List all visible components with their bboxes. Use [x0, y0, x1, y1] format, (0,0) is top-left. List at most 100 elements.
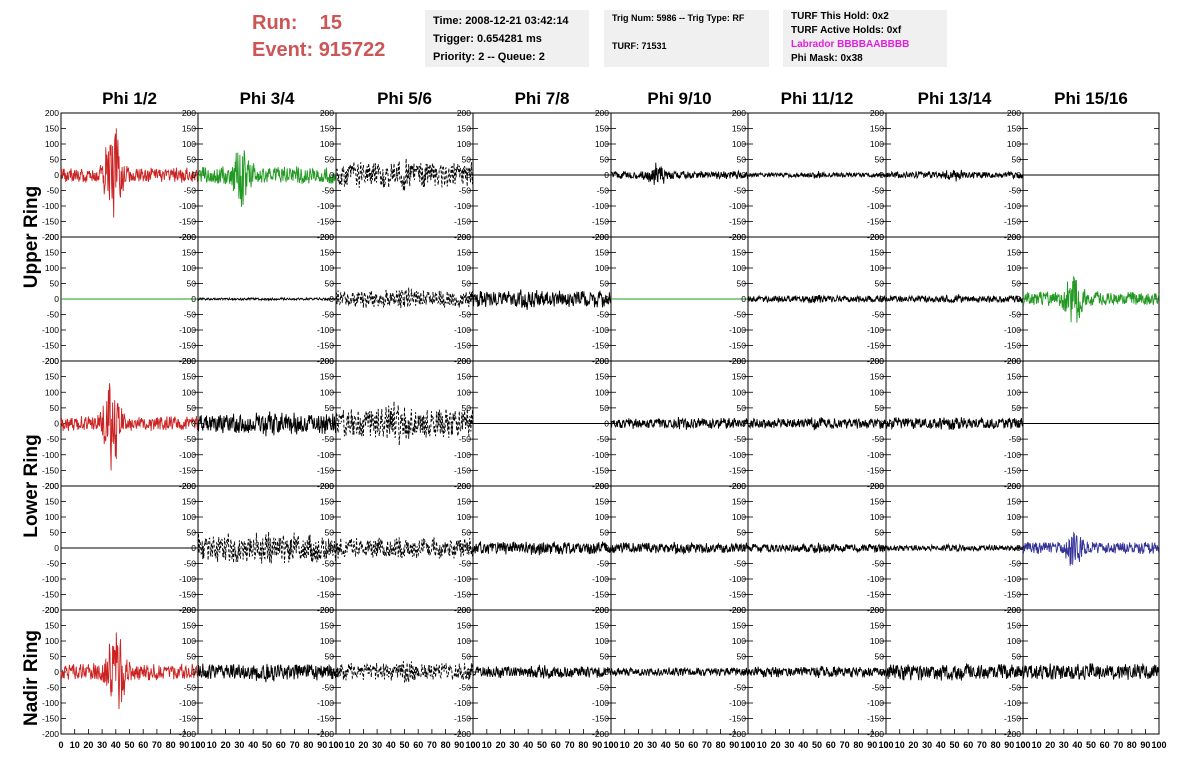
y-tick-label: 150: [320, 248, 334, 258]
y-tick-label: 100: [45, 139, 59, 149]
y-tick-label: 200: [1007, 356, 1021, 366]
y-tick-label: 200: [45, 356, 59, 366]
x-tick-label: 30: [372, 740, 382, 750]
y-tick-label: -100: [317, 201, 334, 211]
y-tick-label: 50: [187, 528, 197, 538]
x-tick-label: 40: [1072, 740, 1082, 750]
y-tick-label: -50: [322, 434, 335, 444]
x-tick-label: 60: [963, 740, 973, 750]
x-tick-label: 0: [195, 740, 200, 750]
y-tick-label: -50: [1009, 310, 1022, 320]
y-tick-label: 50: [50, 403, 60, 413]
y-tick-label: 100: [595, 139, 609, 149]
y-tick-label: 150: [595, 497, 609, 507]
y-tick-label: -200: [42, 232, 59, 242]
x-tick-label: 100: [878, 740, 893, 750]
y-tick-label: 0: [329, 170, 334, 180]
y-tick-label: 50: [875, 652, 885, 662]
x-tick-label: 80: [1127, 740, 1137, 750]
y-tick-label: -100: [867, 450, 884, 460]
y-tick-label: 100: [732, 512, 746, 522]
x-tick-label: 70: [1113, 740, 1123, 750]
y-tick-label: 100: [870, 512, 884, 522]
turf-this-hold-text: TURF This Hold: 0x2: [791, 11, 889, 22]
y-tick-label: 100: [1007, 636, 1021, 646]
y-tick-label: 0: [191, 543, 196, 553]
y-tick-label: 200: [45, 605, 59, 615]
y-tick-label: -150: [179, 341, 196, 351]
y-tick-label: 150: [45, 248, 59, 258]
y-tick-label: 200: [320, 108, 334, 118]
y-tick-label: 0: [191, 419, 196, 429]
y-tick-label: 100: [45, 263, 59, 273]
y-tick-label: -150: [729, 465, 746, 475]
waveform-trace: [1022, 275, 1160, 323]
y-tick-label: 100: [1007, 139, 1021, 149]
x-tick-label: 50: [262, 740, 272, 750]
y-tick-label: 0: [604, 170, 609, 180]
y-tick-label: 150: [457, 124, 471, 134]
y-tick-label: -100: [729, 450, 746, 460]
y-tick-label: 0: [191, 294, 196, 304]
y-tick-label: -100: [592, 201, 609, 211]
time-text: Time: 2008-12-21 03:42:14: [433, 15, 569, 27]
y-tick-label: -150: [729, 217, 746, 227]
x-tick-label: 30: [234, 740, 244, 750]
y-tick-label: -100: [592, 325, 609, 335]
x-tick-label: 20: [83, 740, 93, 750]
y-tick-label: -50: [322, 186, 335, 196]
y-tick-label: -150: [592, 714, 609, 724]
y-tick-label: 100: [45, 512, 59, 522]
y-tick-label: 200: [457, 232, 471, 242]
y-tick-label: -200: [42, 605, 59, 615]
y-tick-label: 100: [595, 263, 609, 273]
waveform-trace: [885, 169, 1024, 182]
y-tick-label: -150: [42, 217, 59, 227]
y-tick-label: 150: [595, 621, 609, 631]
y-tick-label: 100: [1007, 263, 1021, 273]
y-tick-label: 150: [320, 124, 334, 134]
y-tick-label: 100: [320, 512, 334, 522]
y-tick-label: 50: [600, 403, 610, 413]
y-tick-label: 100: [595, 512, 609, 522]
y-tick-label: -50: [597, 186, 610, 196]
waveform-trace: [885, 542, 1024, 553]
waveform-trace: [335, 158, 474, 191]
y-tick-label: 150: [1007, 248, 1021, 258]
x-tick-label: 60: [138, 740, 148, 750]
y-tick-label: 200: [457, 356, 471, 366]
y-tick-label: 100: [182, 263, 196, 273]
y-tick-label: -100: [42, 450, 59, 460]
y-tick-label: 150: [732, 124, 746, 134]
x-tick-label: 0: [58, 740, 63, 750]
waveform-trace: [197, 296, 337, 302]
y-tick-label: 100: [595, 387, 609, 397]
y-tick-label: 50: [600, 279, 610, 289]
column-header: Phi 9/10: [647, 89, 711, 108]
y-tick-label: 50: [1012, 155, 1022, 165]
x-tick-label: 80: [991, 740, 1001, 750]
x-tick-label: 90: [592, 740, 602, 750]
y-tick-label: -150: [179, 217, 196, 227]
x-tick-label: 50: [812, 740, 822, 750]
y-tick-label: 200: [732, 481, 746, 491]
turf-active-holds-text: TURF Active Holds: 0xf: [791, 25, 902, 36]
labrador-text: Labrador BBBBAABBBB: [791, 39, 910, 50]
y-tick-label: -50: [872, 310, 885, 320]
y-tick-label: -50: [597, 434, 610, 444]
y-tick-label: 0: [54, 294, 59, 304]
y-tick-label: 50: [600, 155, 610, 165]
y-tick-label: 100: [182, 512, 196, 522]
y-tick-label: 0: [1016, 294, 1021, 304]
y-tick-label: 200: [182, 481, 196, 491]
y-tick-label: 0: [741, 543, 746, 553]
y-tick-label: 150: [320, 497, 334, 507]
y-tick-label: 200: [732, 605, 746, 615]
panel-frame: [610, 485, 749, 611]
x-tick-label: 70: [152, 740, 162, 750]
x-tick-label: 50: [537, 740, 547, 750]
column-header: Phi 7/8: [515, 89, 570, 108]
y-tick-label: -150: [592, 590, 609, 600]
y-tick-label: -100: [867, 698, 884, 708]
